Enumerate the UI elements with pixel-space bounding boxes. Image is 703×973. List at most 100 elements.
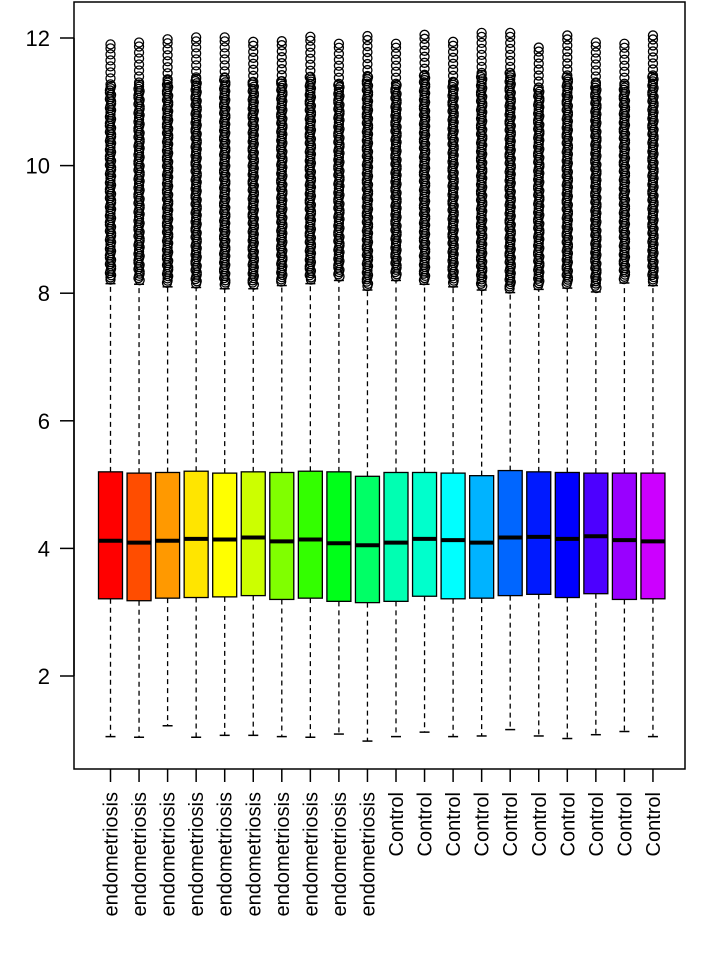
- outlier-point: [476, 37, 487, 49]
- outlier-point: [505, 27, 516, 39]
- outlier-point: [248, 46, 259, 57]
- outlier-point: [162, 62, 173, 73]
- outlier-point: [333, 38, 345, 49]
- outlier-point: [105, 67, 116, 78]
- box-20: [640, 30, 666, 738]
- y-tick-label: 2: [38, 664, 50, 689]
- box-body: [526, 471, 552, 595]
- x-tick-label: Control: [643, 792, 665, 856]
- box-6: [240, 36, 266, 737]
- x-tick-label: Control: [472, 792, 494, 856]
- outlier-point: [476, 31, 487, 43]
- outlier-point: [590, 65, 601, 76]
- outlier-point: [191, 78, 202, 89]
- x-tick-label: Control: [614, 792, 636, 856]
- outlier-point: [162, 34, 173, 45]
- outlier-point: [133, 71, 145, 82]
- x-tick-label: endometriosis: [243, 792, 265, 917]
- outlier-point: [647, 58, 659, 69]
- outlier-point: [190, 42, 202, 53]
- box-12: [411, 29, 438, 733]
- box-14: [468, 27, 495, 737]
- x-tick-label: Control: [386, 792, 408, 856]
- outlier-point: [219, 32, 230, 43]
- box-4: [183, 32, 209, 738]
- x-tick-label: endometriosis: [186, 792, 208, 917]
- outlier-point: [562, 58, 573, 69]
- outlier-point: [562, 52, 573, 63]
- outlier-point: [133, 65, 145, 76]
- box-body: [411, 471, 438, 597]
- outlier-point: [333, 42, 345, 53]
- box-2: [126, 37, 152, 738]
- outlier-point: [190, 54, 202, 65]
- box-body: [97, 471, 124, 600]
- box-11: [383, 38, 409, 738]
- box-body: [326, 471, 352, 603]
- outlier-point: [190, 72, 202, 83]
- box-body: [468, 475, 495, 599]
- outlier-point: [447, 70, 459, 81]
- outlier-point: [163, 81, 174, 93]
- box-3: [154, 34, 181, 727]
- x-tick-label: Control: [529, 792, 551, 856]
- outlier-point: [333, 54, 345, 65]
- outlier-point: [647, 46, 659, 57]
- outlier-point: [248, 36, 259, 47]
- box-9: [326, 38, 352, 735]
- outlier-point: [133, 37, 145, 48]
- outlier-point: [362, 52, 373, 64]
- outlier-point: [248, 64, 259, 75]
- x-tick-label: endometriosis: [129, 792, 151, 917]
- outlier-point: [362, 64, 373, 76]
- outlier-point: [591, 84, 602, 96]
- box-body: [440, 472, 466, 600]
- outlier-point: [162, 38, 173, 49]
- outliers: [647, 30, 659, 287]
- outlier-point: [390, 72, 402, 83]
- x-tick-label: endometriosis: [329, 792, 351, 917]
- outlier-point: [305, 59, 316, 70]
- box-19: [611, 38, 638, 733]
- outlier-point: [477, 74, 488, 85]
- outliers: [190, 32, 202, 289]
- x-tick-label: Control: [586, 792, 608, 856]
- outlier-point: [190, 36, 202, 47]
- outliers: [361, 30, 374, 292]
- outliers: [247, 36, 260, 290]
- outlier-point: [105, 79, 116, 90]
- box-17: [554, 30, 580, 740]
- outlier-point: [447, 36, 459, 47]
- outlier-point: [647, 40, 659, 51]
- outlier-point: [390, 60, 402, 71]
- outliers: [590, 37, 602, 294]
- outlier-point: [505, 55, 516, 67]
- x-tick-label: Control: [443, 792, 465, 856]
- outlier-point: [219, 48, 230, 59]
- outlier-point: [562, 40, 573, 51]
- outliers: [133, 37, 145, 286]
- outlier-point: [276, 36, 287, 47]
- outlier-point: [333, 60, 345, 71]
- box-body: [383, 471, 409, 603]
- box-body: [297, 470, 324, 599]
- box-body: [212, 472, 238, 598]
- outlier-point: [562, 74, 574, 85]
- outlier-point: [619, 38, 630, 49]
- outlier-point: [419, 45, 430, 56]
- outlier-point: [105, 43, 116, 54]
- x-tick-label: Control: [415, 792, 437, 856]
- outlier-point: [505, 61, 516, 73]
- box-body: [611, 472, 638, 601]
- outlier-point: [248, 81, 260, 92]
- outlier-point: [190, 48, 202, 59]
- outlier-point: [162, 68, 173, 79]
- outlier-point: [333, 78, 345, 89]
- outlier-point: [362, 30, 373, 42]
- box-body: [554, 471, 580, 599]
- outlier-point: [562, 64, 573, 75]
- outlier-point: [190, 66, 202, 77]
- outlier-point: [619, 42, 630, 53]
- outlier-point: [619, 72, 630, 83]
